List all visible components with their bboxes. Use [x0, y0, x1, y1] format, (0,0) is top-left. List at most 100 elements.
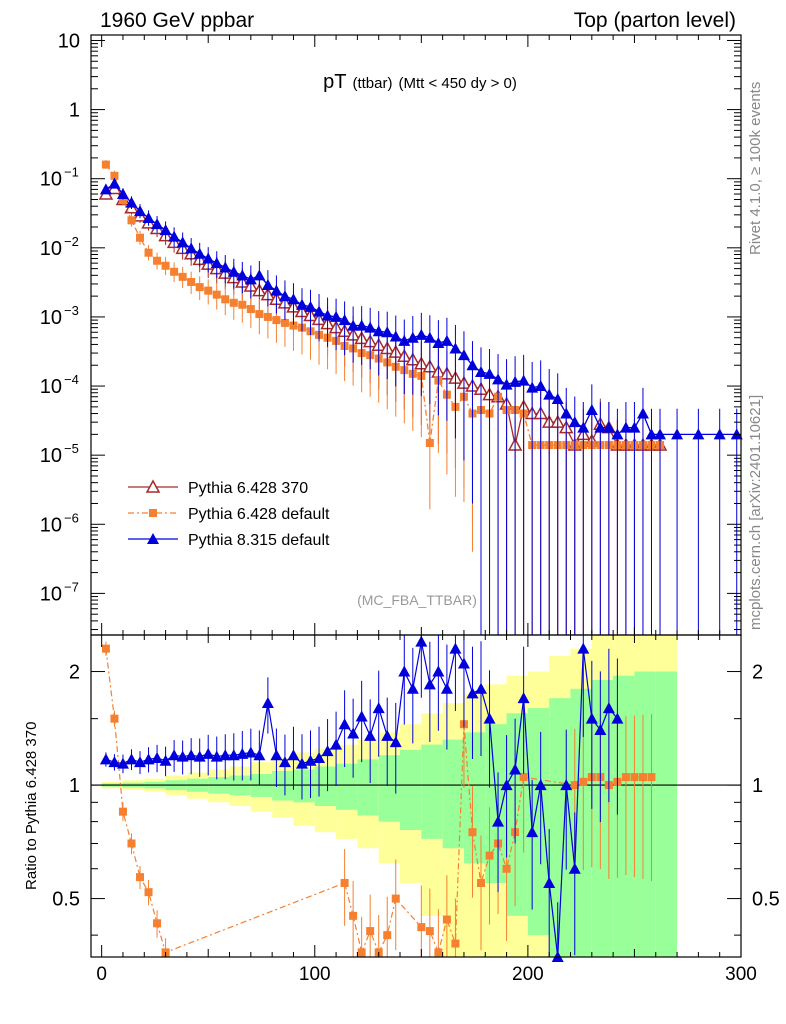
y-tick-label: 1 [69, 100, 80, 122]
ratio-point [425, 927, 434, 936]
data-point [577, 421, 590, 433]
title-cut: (Mtt < 450 dy > 0) [398, 75, 516, 92]
y-tick-label: 10 [40, 445, 62, 467]
data-point [304, 300, 317, 312]
data-point [99, 183, 112, 195]
ratio-point [159, 754, 172, 766]
ratio-y-tick-label-right: 2 [752, 662, 763, 684]
data-point [492, 373, 505, 385]
data-point [261, 278, 274, 290]
data-point [202, 252, 215, 264]
data-point [602, 421, 615, 433]
y-tick-label: 10 [40, 307, 62, 329]
legend-marker [147, 533, 159, 544]
data-point [212, 290, 221, 299]
ratio-point [621, 773, 630, 782]
ratio-point [483, 712, 496, 724]
x-tick-label: 100 [299, 964, 331, 985]
ratio-series-group [99, 635, 656, 962]
data-point [144, 248, 153, 257]
ratio-point [321, 745, 334, 757]
green-band-bin [549, 698, 571, 957]
ratio-point [110, 714, 119, 723]
ratio-point [261, 697, 274, 709]
legend-label: Pythia 6.428 370 [188, 480, 308, 497]
data-point [475, 365, 487, 377]
data-point [415, 328, 428, 340]
y-tick-exponent: −6 [64, 510, 79, 525]
ratio-point [449, 642, 462, 654]
ratio-point [202, 747, 215, 759]
x-tick-label: 300 [725, 964, 757, 985]
ratio-point [602, 702, 615, 714]
data-point [509, 375, 522, 387]
legend-label: Pythia 6.428 default [188, 506, 330, 523]
ratio-point [383, 931, 392, 940]
ratio-point [287, 749, 300, 761]
data-point [534, 380, 547, 392]
ratio-point [134, 756, 147, 768]
ratio-point [136, 873, 145, 882]
green-band-bin [442, 739, 464, 849]
x-tick-label: 0 [96, 964, 107, 985]
green-band-bin [591, 679, 614, 957]
data-point [594, 421, 607, 433]
mcplots-label: mcplots.cern.ch [arXiv:2401.10621] [747, 395, 764, 630]
ratio-point [270, 749, 283, 761]
data-point [204, 286, 213, 295]
ratio-point [108, 756, 121, 768]
data-point [168, 230, 181, 242]
ratio-frame [90, 634, 742, 958]
data-point [355, 319, 368, 331]
y-tick-exponent: −2 [64, 234, 79, 249]
data-point [236, 269, 249, 281]
ratio-point [594, 723, 607, 735]
data-point [364, 321, 377, 333]
ratio-point [577, 642, 590, 654]
y-tick-label: 10 [40, 514, 62, 536]
ratio-point [611, 712, 624, 724]
green-band-bin [378, 755, 401, 822]
main-series-group [98, 160, 743, 635]
ratio-point [372, 702, 385, 714]
ratio-point [125, 753, 138, 765]
data-point [628, 421, 641, 433]
data-point [210, 257, 223, 269]
legend: Pythia 6.428 370 Pythia 6.428 default Pyth… [128, 479, 330, 549]
data-point [227, 265, 240, 277]
ratio-point [295, 757, 308, 769]
ratio-point [468, 828, 477, 837]
data-point [619, 421, 632, 433]
ratio-point [442, 915, 451, 924]
title-sub: (ttbar) [352, 75, 392, 92]
ratio-point [153, 919, 162, 928]
data-point [195, 283, 204, 292]
data-point [551, 392, 564, 404]
data-point [178, 272, 187, 281]
data-point [153, 256, 162, 265]
ratio-point [417, 923, 426, 932]
data-point [270, 284, 283, 296]
ratio-point [151, 751, 164, 763]
ratio-point [118, 807, 127, 816]
green-band-bin [293, 769, 315, 803]
ratio-point [349, 911, 358, 920]
ratio-point [355, 710, 368, 722]
ratio-point [509, 763, 522, 775]
green-band-bin [314, 766, 337, 807]
data-point [221, 295, 230, 304]
data-point [253, 269, 266, 281]
data-point [543, 388, 556, 400]
ratio-y-tick-label: 1 [69, 775, 80, 797]
y-tick-label: 10 [40, 169, 62, 191]
data-point [151, 218, 164, 230]
ratio-point [543, 876, 556, 888]
data-point [692, 428, 705, 440]
data-point [229, 298, 238, 307]
data-point [193, 247, 206, 259]
data-point [125, 196, 138, 208]
data-point [263, 312, 272, 321]
ratio-point [364, 729, 377, 741]
data-point [636, 407, 649, 419]
